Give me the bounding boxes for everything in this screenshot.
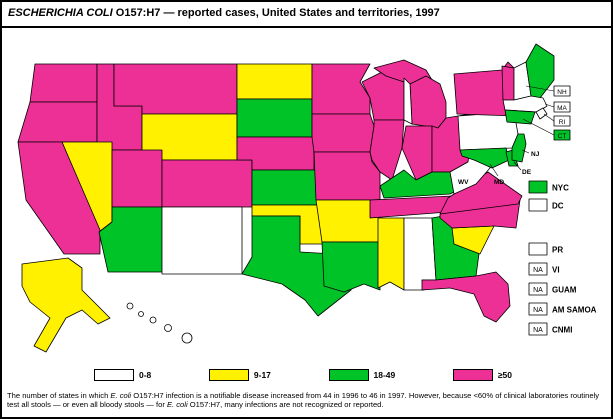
state-FL	[421, 271, 511, 323]
map-label-NJ: NJ	[531, 151, 540, 158]
leader-NH	[525, 85, 555, 92]
territory-swatch-DC	[528, 198, 548, 212]
figure-title: ESCHERICHIA COLI O157:H7 — reported case…	[8, 7, 440, 19]
state-AK	[21, 257, 111, 353]
territory-label-GUAM: GUAM	[552, 286, 577, 295]
state-MI	[409, 75, 447, 129]
state-HI	[149, 316, 157, 324]
territory-swatch-PR	[528, 242, 548, 256]
state-box-MA	[553, 101, 571, 113]
state-CA	[17, 141, 101, 255]
state-AL	[403, 217, 437, 291]
state-ME	[525, 43, 555, 99]
lake-michigan	[403, 77, 413, 125]
legend-swatch	[452, 369, 493, 381]
state-box-label-MA: MA	[557, 105, 567, 112]
territory-label-PR: PR	[552, 246, 563, 255]
title-rule	[2, 26, 611, 28]
text-segment: O157:H7 infection is a notifiable diseas…	[7, 391, 600, 410]
state-HI	[181, 332, 193, 344]
state-CT	[504, 109, 536, 125]
state-box-label-RI: RI	[559, 119, 566, 126]
territory-swatch-AM SAMOA	[528, 302, 548, 316]
text-segment: E. coli	[166, 400, 188, 410]
state-OR	[17, 101, 98, 143]
state-WA	[29, 63, 98, 103]
state-box-label-NH: NH	[557, 89, 567, 96]
state-SD	[236, 98, 313, 138]
state-VT	[501, 65, 515, 101]
leader-NJ	[521, 149, 530, 154]
leader-CT	[522, 118, 555, 136]
category-legend: 0-8 9-17 18-49 ≥50	[94, 369, 512, 381]
state-HI	[164, 324, 172, 332]
state-box-label-CT: CT	[558, 133, 567, 140]
legend-label: ≥50	[497, 370, 512, 380]
state-box-RI	[553, 115, 571, 127]
state-HI	[138, 311, 144, 317]
territory-label-AM SAMOA: AM SAMOA	[552, 306, 597, 315]
text-segment: E. coli	[110, 391, 132, 400]
legend-item-9-17: 9-17	[208, 369, 271, 381]
state-MD	[459, 147, 510, 169]
state-MO	[313, 151, 381, 201]
map-label-DE: DE	[522, 169, 532, 176]
territory-swatch-CNMI	[528, 322, 548, 336]
legend-item-≥50: ≥50	[452, 369, 512, 381]
footnote: The number of states in which E. coli O1…	[7, 391, 609, 410]
state-MN	[311, 63, 371, 115]
leader-MD	[489, 163, 499, 177]
state-RI	[535, 107, 548, 120]
leader-DE	[513, 161, 522, 171]
state-UT	[111, 149, 163, 208]
legend-swatch	[328, 369, 369, 381]
leader-MA	[544, 103, 555, 108]
territory-na-text: NA	[533, 307, 543, 314]
state-MS	[377, 217, 405, 291]
state-IL	[369, 119, 405, 181]
text-segment: The number of states in which	[7, 391, 111, 400]
text-segment: ESCHERICHIA COLI	[8, 7, 113, 19]
territory-label-DC: DC	[552, 202, 564, 211]
map-label-MD: MD	[494, 179, 504, 186]
text-segment: O157:H7 — reported cases, United States …	[112, 7, 440, 19]
map-label-WV: WV	[458, 179, 469, 186]
territory-legend: NYC DC PR NA VI NA GUAM NA AM SAMOA NA CNMI	[528, 180, 597, 336]
legend-swatch	[94, 369, 134, 381]
legend-swatch	[208, 369, 249, 381]
legend-label: 9-17	[253, 370, 271, 380]
territory-label-VI: VI	[552, 266, 560, 275]
state-TX	[241, 215, 360, 317]
state-NJ	[511, 133, 527, 163]
legend-item-18-49: 18-49	[328, 369, 396, 381]
legend-item-0-8: 0-8	[94, 369, 151, 381]
territory-swatch-VI	[528, 262, 548, 276]
state-NM	[161, 206, 243, 275]
leader-RI	[543, 113, 555, 122]
state-IA	[311, 113, 375, 153]
territory-na-text: NA	[533, 327, 543, 334]
legend-label: 0-8	[139, 370, 152, 380]
territory-swatch-GUAM	[528, 282, 548, 296]
territory-swatch-NYC	[528, 180, 548, 194]
text-segment: O157:H7, many infections are not recogni…	[187, 400, 384, 410]
state-CO	[161, 159, 253, 208]
state-ND	[236, 63, 313, 100]
state-box-CT	[553, 129, 571, 141]
territory-label-NYC: NYC	[552, 184, 569, 193]
state-box-NH	[553, 85, 571, 97]
legend-label: 18-49	[373, 370, 396, 380]
territory-na-text: NA	[533, 267, 543, 274]
territory-na-text: NA	[533, 287, 543, 294]
territory-label-CNMI: CNMI	[552, 326, 572, 335]
state-LA	[321, 241, 381, 293]
state-HI	[126, 302, 134, 310]
